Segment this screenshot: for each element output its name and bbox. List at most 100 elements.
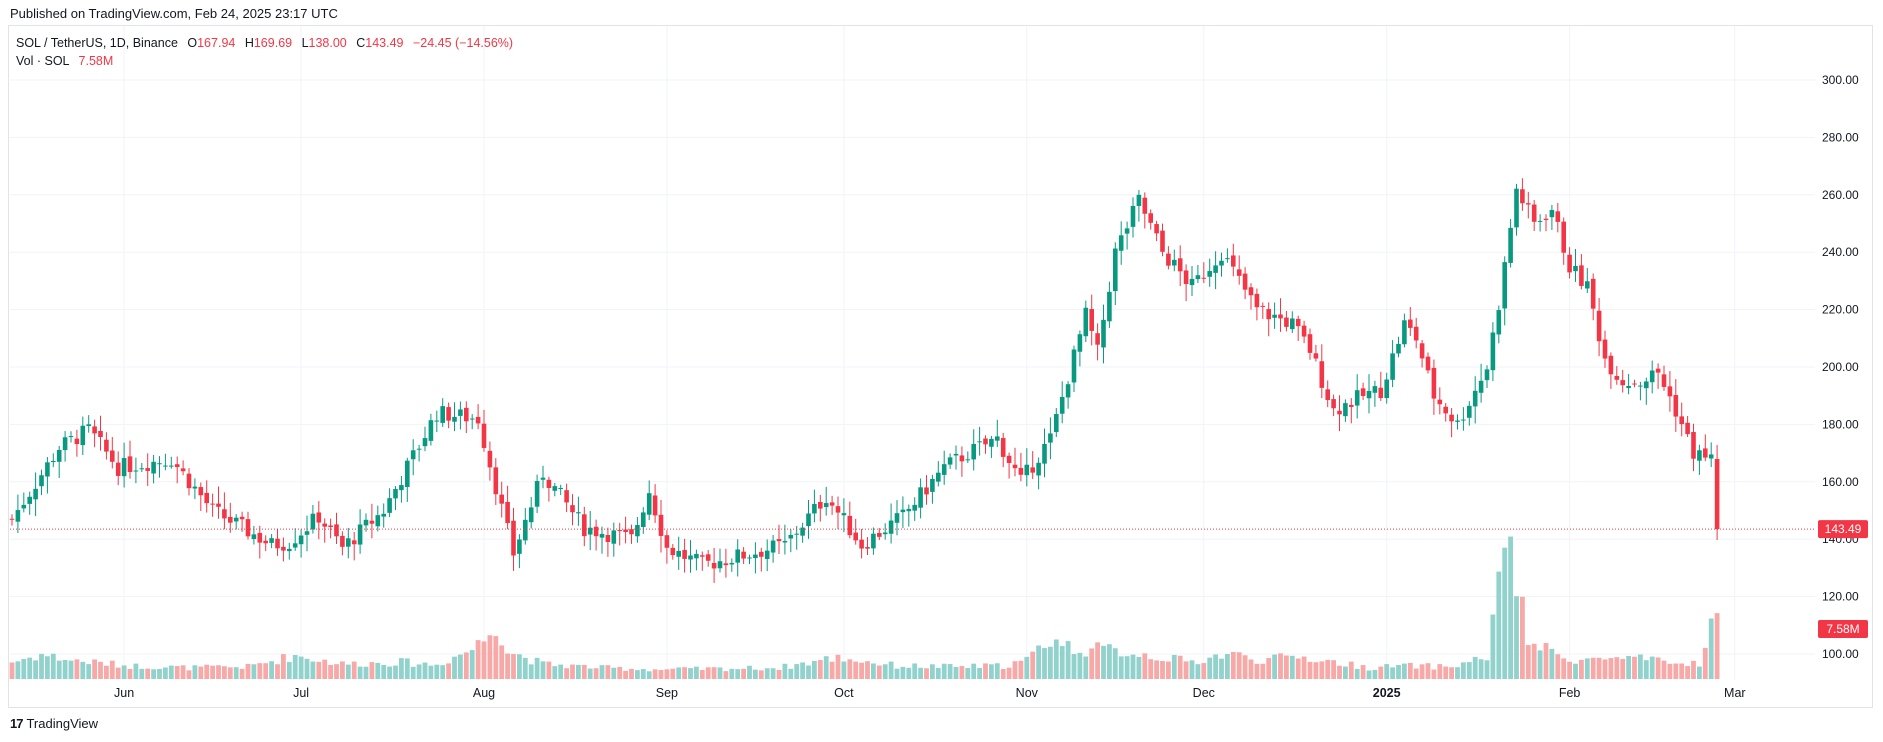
volume-bar [522,657,528,679]
volume-bar [1272,654,1277,679]
volume-bar [1508,536,1513,679]
volume-bar [328,664,333,679]
candle-body [794,533,799,535]
candle-body [33,488,38,500]
volume-bar [1136,657,1142,679]
volume-bar [747,665,752,679]
volume-bar [298,656,304,679]
candle-body [1124,228,1130,234]
volume-bar [1065,641,1071,679]
volume-bar [1402,663,1407,679]
candle-body [770,540,776,553]
candle-body [151,461,156,474]
symbol-label[interactable]: SOL / TetherUS, 1D, Binance [16,36,178,50]
candle-body [888,520,894,534]
volume-label[interactable]: Vol · SOL [16,54,70,68]
volume-bar [1284,655,1289,679]
volume-bar [375,662,381,679]
candle-body [1042,443,1047,464]
candle-body [469,418,475,420]
candle-body [576,512,581,514]
published-note: Published on TradingView.com, Feb 24, 20… [10,6,338,21]
candle-body [493,467,499,495]
candle-body [1449,414,1454,422]
open-label: O [187,36,198,50]
volume-bar [80,661,86,679]
volume-value: 7.58M [78,54,114,68]
candle-body [393,489,398,499]
candle-body [540,477,546,480]
candle-body [1366,390,1372,399]
time-axis-label: Nov [1016,686,1039,700]
candle-body [865,547,870,549]
volume-bar [823,656,829,679]
candle-body [1071,349,1077,383]
candle-body [1325,389,1330,400]
candle-body [1236,269,1242,276]
price-axis-label: 180.00 [1822,417,1859,431]
volume-bar [735,669,741,679]
candle-body [340,535,345,547]
volume-bar [180,665,186,679]
volume-bar [930,664,935,679]
candle-body [334,524,339,537]
volume-bar [233,667,239,679]
candle-body [1413,326,1419,341]
volume-bar [1124,656,1130,679]
volume-bar [109,660,115,679]
candle-body [959,455,965,462]
volume-bar [222,666,227,679]
price-axis-label: 100.00 [1822,647,1859,661]
volume-bar [1059,646,1065,679]
candle-body [517,539,522,554]
volume-bar [924,668,929,679]
candle-body [1531,204,1537,222]
candle-body [145,468,150,471]
volume-bar [269,661,274,679]
low-value: 138.00 [308,36,347,50]
volume-bar [646,671,652,679]
volume-bar [699,670,705,679]
candle-body [1195,275,1201,280]
volume-bar [39,653,44,679]
volume-bar [953,666,959,679]
volume-bar [1289,655,1295,679]
candle-body [1543,218,1549,220]
volume-bar [965,668,971,679]
candle-body [422,438,428,447]
candle-body [1484,369,1490,381]
volume-bar [458,654,463,679]
volume-bar [1307,661,1313,679]
candle-body [1508,227,1513,263]
candle-body [1384,379,1389,399]
candle-body [1036,462,1041,476]
volume-bar [1407,662,1413,679]
candle-body [823,503,829,507]
candle-body [717,561,723,569]
candle-body [292,543,298,548]
volume-bar [1496,571,1502,679]
volume-bar [1077,652,1083,679]
volume-bar [1360,665,1366,679]
volume-bar [540,661,546,679]
volume-bar [918,667,923,679]
volume-bar [1584,658,1590,679]
volume-bar [1112,648,1118,679]
volume-bar [310,661,316,679]
time-axis-label: Jul [293,686,309,700]
candle-body [1714,459,1720,530]
volume-bar [888,661,894,679]
candle-body [552,486,558,491]
candle-body [983,438,988,445]
candle-body [1054,414,1059,433]
candle-body [806,513,811,527]
candle-body [499,494,504,504]
volume-bar [1691,660,1696,679]
candle-body [174,464,180,468]
candle-body [1349,404,1354,407]
volume-bar [1101,645,1106,679]
candle-body [676,550,681,557]
candle-body [464,407,469,422]
candle-body [440,406,445,423]
